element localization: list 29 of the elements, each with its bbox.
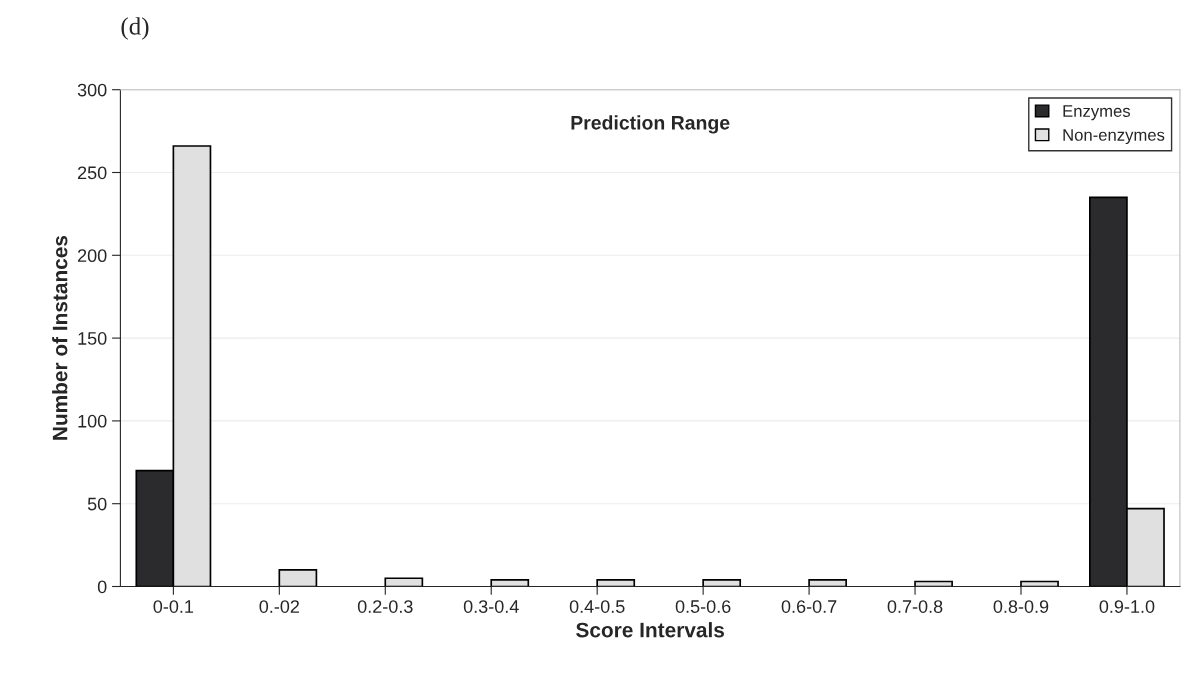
text: (d) [121, 17, 149, 40]
y-axis-title: Number of Instances [52, 235, 68, 440]
x-tick-label: 0.6-0.7 [781, 600, 837, 613]
x-tick-label: 0.4-0.5 [569, 600, 625, 613]
bar [596, 579, 636, 587]
x-axis-title: Score Intervals [576, 622, 724, 638]
y-tick-label: 300 [77, 83, 107, 97]
y-tick-label: 250 [77, 166, 107, 180]
text: Prediction Range [571, 115, 730, 134]
legend-label: Enzymes [1063, 105, 1131, 121]
bar [278, 569, 318, 587]
x-tick-label: 0.7-0.8 [887, 600, 943, 613]
y-tick-label: 50 [87, 497, 107, 511]
x-tick-label: 0.9-1.0 [1099, 600, 1155, 613]
bar [384, 577, 424, 587]
y-tick-label: 150 [78, 332, 107, 345]
legend-label: Non-enzymes [1063, 129, 1165, 145]
x-tick-label: 0.8-0.9 [993, 600, 1049, 613]
x-tick-label: 0.5-0.6 [675, 600, 731, 613]
y-tick-label: 0 [97, 580, 107, 594]
y-tick-label: 100 [78, 414, 107, 428]
bar [490, 579, 530, 587]
bar [702, 579, 742, 587]
bar [808, 579, 848, 587]
x-tick-label: 0-0.1 [153, 600, 194, 613]
x-tick-label: 0.3-0.4 [463, 600, 519, 613]
x-tick-label: 0.-02 [259, 600, 299, 613]
y-tick-label: 200 [77, 249, 107, 263]
x-tick-label: 0.2-0.3 [357, 600, 413, 613]
